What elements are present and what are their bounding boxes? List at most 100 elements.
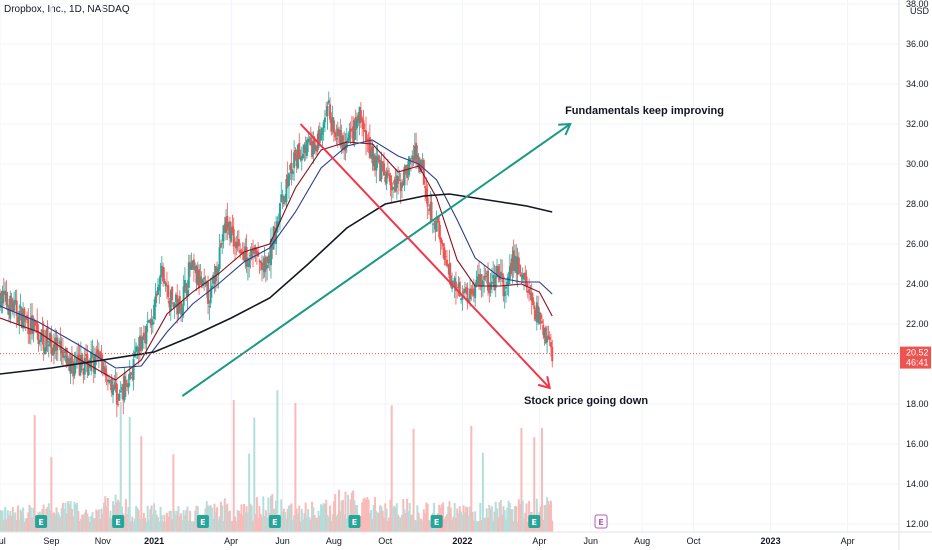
candle-body bbox=[543, 328, 546, 338]
candle-body bbox=[389, 175, 392, 186]
y-tick-label: 34.00 bbox=[906, 79, 929, 89]
candle-body bbox=[356, 119, 359, 129]
volume-bar bbox=[302, 519, 305, 532]
candle-body bbox=[499, 271, 502, 278]
candle-body bbox=[123, 376, 126, 400]
candle-body bbox=[546, 337, 549, 343]
volume-bar bbox=[6, 509, 9, 532]
volume-bar bbox=[214, 512, 217, 532]
candle-body bbox=[435, 220, 438, 232]
volume-bar bbox=[339, 511, 342, 532]
candle-body bbox=[285, 178, 288, 203]
volume-bar bbox=[501, 514, 504, 532]
candle-body bbox=[281, 194, 284, 199]
price-axis[interactable]: 12.0014.0016.0018.0020.0022.0024.0026.00… bbox=[898, 0, 930, 550]
volume-bar bbox=[126, 514, 129, 532]
volume-bar bbox=[104, 496, 107, 532]
candle-body bbox=[49, 332, 52, 345]
candle-body bbox=[149, 321, 152, 323]
candle-body bbox=[460, 298, 463, 300]
candle-body bbox=[458, 281, 461, 297]
volume-bar bbox=[78, 520, 81, 532]
candle-body bbox=[122, 384, 125, 401]
candle-body bbox=[439, 236, 442, 243]
volume-bar bbox=[539, 506, 542, 532]
candle-body bbox=[50, 334, 53, 355]
candle-body bbox=[144, 337, 147, 344]
candle-body bbox=[398, 180, 401, 181]
candle-body bbox=[186, 289, 189, 297]
candle-body bbox=[181, 306, 184, 315]
volume-bar bbox=[76, 502, 79, 532]
candle-body bbox=[208, 306, 211, 308]
candle-body bbox=[200, 279, 203, 285]
candle-body bbox=[20, 307, 23, 329]
candle-body bbox=[230, 228, 233, 242]
candle-body bbox=[296, 144, 299, 169]
candle-body bbox=[191, 260, 194, 267]
candle-body bbox=[284, 200, 287, 202]
volume-bar bbox=[499, 500, 502, 532]
candle-body bbox=[92, 356, 95, 373]
candle-body bbox=[147, 319, 150, 322]
candle-body bbox=[165, 285, 168, 287]
x-tick-label: Aug bbox=[634, 536, 650, 546]
candle-body bbox=[496, 265, 499, 278]
candle-body bbox=[431, 223, 434, 225]
candle-body bbox=[444, 256, 447, 258]
volume-bar bbox=[515, 506, 518, 532]
candle-body bbox=[29, 317, 32, 332]
volume-bar bbox=[101, 513, 104, 532]
volume-bar bbox=[46, 507, 49, 532]
volume-bar bbox=[318, 515, 321, 532]
x-tick-label: Aug bbox=[326, 536, 342, 546]
candle-body bbox=[345, 140, 348, 148]
candle-body bbox=[209, 288, 212, 304]
candle-body bbox=[146, 321, 149, 323]
volume-bar bbox=[294, 402, 297, 532]
volume-bar bbox=[444, 516, 447, 532]
candle-body bbox=[526, 290, 529, 293]
time-axis[interactable]: Jul Sep Nov 2021 Apr Jun Aug Oct 2022 Apr Jun Aug Oc… bbox=[0, 531, 932, 546]
volume-bar bbox=[222, 520, 225, 532]
candle-body bbox=[203, 277, 206, 280]
volume-bar bbox=[13, 513, 16, 532]
volume-bar bbox=[129, 521, 132, 532]
candle-body bbox=[43, 348, 46, 354]
volume-bar bbox=[257, 518, 260, 532]
volume-bar bbox=[492, 520, 495, 532]
volume-bar bbox=[516, 521, 519, 532]
volume-bar bbox=[546, 497, 549, 532]
volume-bar bbox=[83, 512, 86, 532]
candle-body bbox=[383, 163, 386, 176]
candle-body bbox=[180, 301, 183, 315]
volume-bar bbox=[334, 494, 337, 532]
volume-bar bbox=[507, 500, 510, 532]
chart-title: Dropbox, Inc., 1D, NASDAQ bbox=[4, 4, 130, 15]
volume-bar bbox=[138, 518, 141, 532]
volume-bar bbox=[54, 514, 57, 532]
candle-body bbox=[503, 291, 506, 297]
volume-bar bbox=[296, 513, 299, 532]
volume-bar bbox=[135, 505, 138, 532]
volume-bar bbox=[74, 504, 77, 532]
candle-body bbox=[47, 344, 50, 347]
candle-body bbox=[343, 142, 346, 149]
volume-bar bbox=[490, 506, 493, 532]
volume-bar bbox=[209, 505, 212, 532]
y-tick-label: 18.00 bbox=[906, 399, 929, 409]
candle-body bbox=[535, 302, 538, 323]
volume-bar bbox=[461, 515, 464, 532]
volume-bar bbox=[183, 515, 186, 532]
volume-bar bbox=[119, 401, 122, 532]
candle-body bbox=[28, 330, 31, 335]
candle-body bbox=[506, 282, 509, 285]
volume-bar bbox=[287, 505, 290, 532]
candle-body bbox=[390, 182, 393, 191]
candle-body bbox=[462, 291, 465, 294]
grid bbox=[0, 0, 899, 532]
candle-body bbox=[117, 404, 120, 406]
volume-bar bbox=[341, 499, 344, 532]
